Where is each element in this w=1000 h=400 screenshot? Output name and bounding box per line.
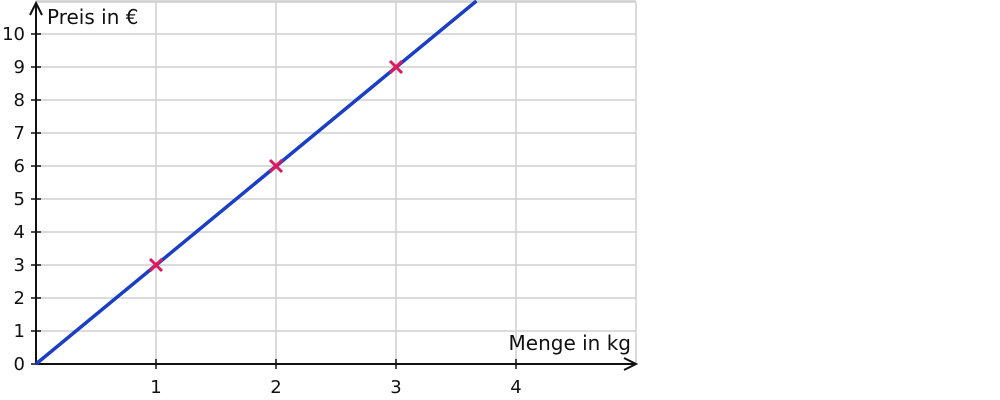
x-tick-label: 2 — [270, 377, 281, 398]
y-tick-label: 1 — [14, 321, 25, 342]
point-markers — [148, 59, 404, 273]
y-tick-label: 5 — [14, 189, 25, 210]
point-marker-stroke — [388, 59, 404, 75]
x-tick-label: 1 — [150, 377, 161, 398]
series-layer — [34, 0, 478, 366]
y-axis-title: Preis in € — [47, 5, 138, 29]
point-marker — [148, 257, 164, 273]
y-tick-label: 3 — [14, 255, 25, 276]
point-marker — [268, 158, 284, 174]
series-line — [34, 0, 478, 366]
y-tick-label: 0 — [14, 354, 25, 375]
point-marker-stroke — [268, 158, 284, 174]
y-tick-label: 10 — [2, 24, 25, 45]
point-marker — [388, 59, 404, 75]
x-axis-arrow — [623, 357, 639, 371]
tick-labels: 1 2 3 4 0 1 2 3 4 5 6 7 8 9 10 — [2, 24, 522, 398]
y-tick-label: 2 — [14, 288, 25, 309]
grid — [36, 0, 637, 364]
axes — [29, 0, 639, 371]
y-tick-label: 7 — [14, 123, 25, 144]
point-marker-stroke — [148, 257, 164, 273]
y-tick-label: 9 — [14, 57, 25, 78]
x-tick-label: 4 — [510, 377, 521, 398]
y-tick-label: 6 — [14, 156, 25, 177]
x-tick-label: 3 — [390, 377, 401, 398]
y-tick-label: 8 — [14, 90, 25, 111]
y-tick-label: 4 — [14, 222, 25, 243]
y-axis-arrow — [29, 0, 43, 16]
x-axis-title: Menge in kg — [509, 331, 631, 355]
